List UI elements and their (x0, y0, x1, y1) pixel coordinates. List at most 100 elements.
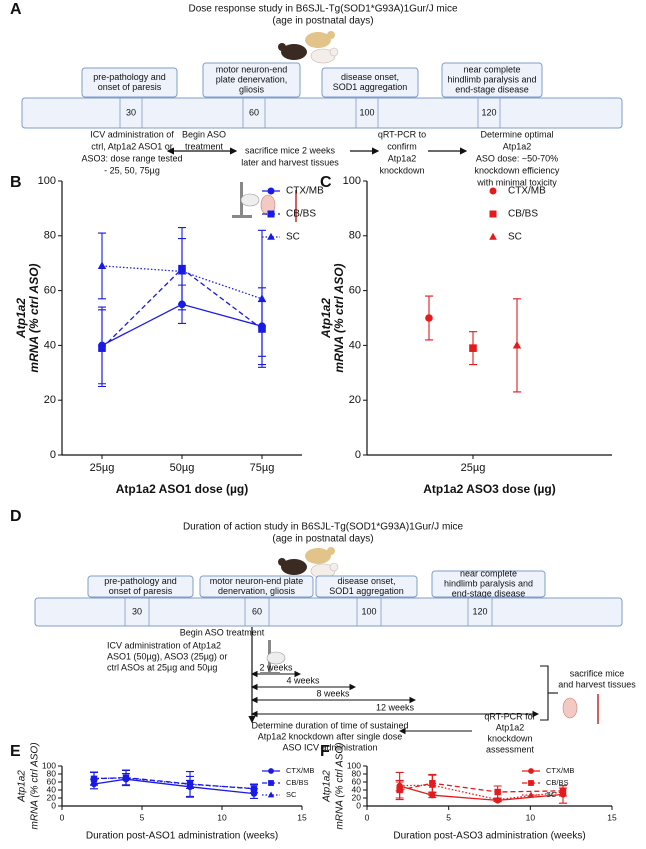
marker (512, 340, 522, 349)
note-text: Atp1a2 (503, 141, 532, 151)
stage-box (315, 575, 418, 598)
series-line (399, 782, 564, 793)
stage-label: pre-pathology and (104, 576, 177, 586)
note-text: qRT-PCR to (378, 129, 426, 139)
x-tick-label: 0 (365, 812, 370, 822)
stage-label: disease onset, (341, 72, 399, 82)
stage-label: end-stage disease (452, 588, 526, 598)
lab-icons (260, 640, 599, 724)
y-tick-label: 0 (356, 800, 361, 810)
note-text: Atp1a2 (496, 722, 525, 732)
note-text: knockdown (379, 165, 424, 175)
stage-box (441, 62, 543, 98)
x-tick-label: 5 (140, 812, 145, 822)
legend-label: CB/BS (286, 778, 309, 787)
note-text: Begin ASO treatment (180, 627, 265, 637)
stage-box (202, 62, 301, 98)
y-tick-label: 100 (347, 760, 361, 770)
note-text: ICV administration of Atp1a2 (107, 640, 221, 650)
y-tick-label: 20 (44, 394, 56, 406)
duration-label: 2 weeks (259, 662, 293, 672)
x-tick-label: 10 (526, 812, 536, 822)
note-text: with minimal toxicity (476, 177, 557, 187)
panel-label: B (10, 174, 22, 191)
day-label: 60 (252, 606, 262, 616)
y-tick-label: 100 (42, 760, 56, 770)
legend-label: CTX/MB (286, 186, 324, 197)
y-axis-label: Atp1a2 (322, 770, 333, 803)
legend-marker (267, 210, 275, 218)
legend-label: CTX/MB (508, 186, 546, 197)
x-axis-label: Duration post-ASO1 administration (weeks… (86, 831, 278, 842)
stage-label: onset of paresis (98, 82, 162, 92)
diagram-subtitle: (age in postnatal days) (272, 16, 373, 27)
y-axis-label: Atp1a2 (17, 770, 28, 803)
mice-icon (278, 547, 339, 579)
stage-box (87, 575, 194, 598)
marker (494, 795, 502, 803)
y-tick-label: 40 (352, 784, 362, 794)
panel-label: C (320, 174, 332, 191)
y-axis-label: mRNA (% ctrl ASO) (27, 263, 41, 372)
note-text: sacrifice mice 2 weeks (245, 145, 336, 155)
bracket (540, 665, 549, 721)
y-tick-label: 0 (50, 449, 56, 461)
legend-marker (267, 791, 275, 798)
legend-marker (489, 187, 497, 195)
note-text: knockdown (487, 733, 532, 743)
marker (97, 261, 107, 269)
y-tick-label: 0 (51, 800, 56, 810)
stage-label: motor neuron-end plate (210, 576, 304, 586)
stage-label: SOD1 aggregation (333, 82, 408, 92)
note-text: ICV administration of (90, 129, 174, 139)
y-tick-label: 100 (343, 175, 361, 187)
legend-label: CB/BS (286, 209, 316, 220)
panel-label: F (320, 743, 330, 760)
lab-icons (232, 182, 297, 222)
panel-label: E (10, 743, 21, 760)
day-cell (244, 597, 270, 627)
stage-label: plate denervation, (216, 74, 288, 84)
series-line (93, 777, 255, 790)
x-tick-label: 15 (297, 812, 307, 822)
legend-label: SC (286, 232, 300, 243)
x-tick-label: 75µg (250, 462, 275, 474)
stage-label: hindlimb paralysis and (444, 578, 533, 588)
marker (396, 781, 404, 789)
stage-box (81, 67, 178, 98)
note-text: sacrifice mice (570, 668, 625, 678)
x-tick-label: 0 (60, 812, 65, 822)
note-text: Determine optimal (480, 129, 553, 139)
legend-marker (489, 210, 497, 218)
stage-label: SOD1 aggregation (329, 586, 404, 596)
y-axis-label: mRNA (% ctrl ASO) (30, 742, 41, 829)
y-tick-label: 0 (355, 449, 361, 461)
stage-label: disease onset, (337, 576, 395, 586)
marker (90, 774, 98, 781)
legend-label: CTX/MB (286, 766, 314, 775)
panel-label: A (10, 1, 22, 18)
legend-label: SC (546, 790, 557, 799)
marker (428, 781, 436, 788)
series-line (399, 785, 564, 802)
x-tick-label: 10 (217, 812, 227, 822)
day-cell (467, 597, 493, 627)
stage-label: gliosis (239, 84, 265, 94)
y-tick-label: 20 (349, 394, 361, 406)
legend-marker (268, 780, 274, 786)
stage-box (431, 570, 546, 598)
marker (559, 788, 567, 795)
stage-box (321, 67, 419, 98)
note-text: - 25, 50, 75µg (104, 165, 160, 175)
day-label: 120 (472, 606, 487, 616)
legend-label: SC (286, 790, 297, 799)
stage-label: denervation, gliosis (218, 586, 296, 596)
marker (494, 788, 501, 796)
legend-marker (528, 768, 534, 774)
y-tick-label: 40 (349, 339, 361, 351)
legend-label: CB/BS (546, 778, 569, 787)
x-tick-label: 25µg (90, 462, 115, 474)
legend-marker (489, 232, 497, 240)
y-tick-label: 80 (349, 230, 361, 242)
